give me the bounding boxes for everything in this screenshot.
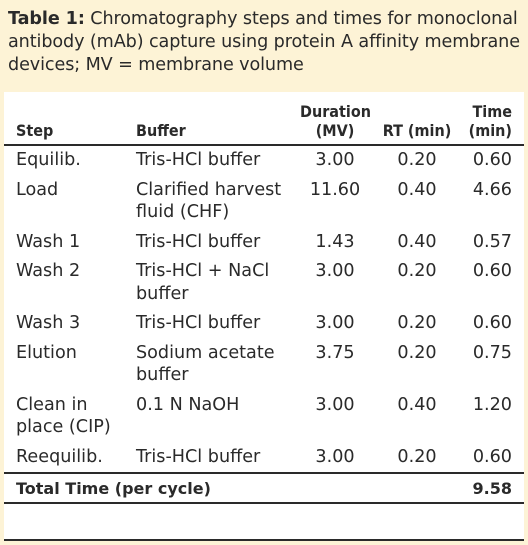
cell-step: Clean in place (CIP) bbox=[16, 394, 111, 438]
cell-rt: 0.40 bbox=[397, 231, 437, 252]
cell-rt: 0.40 bbox=[397, 394, 437, 415]
header-rt: RT (min) bbox=[374, 92, 456, 146]
table-row: Clean in place (CIP) 0.1 N NaOH 3.00 0.40 1.… bbox=[4, 391, 524, 443]
cell-time: 0.75 bbox=[472, 342, 512, 363]
cell-buffer: Tris-HCl buffer bbox=[136, 150, 261, 170]
total-label: Total Time (per cycle) bbox=[4, 472, 456, 504]
header-time: Time (min) bbox=[456, 92, 524, 146]
table-row: Wash 2 Tris-HCl + NaCl buffer 3.00 0.20 0.60 bbox=[4, 257, 524, 309]
cell-duration: 3.00 bbox=[315, 261, 355, 281]
table-row: Wash 1 Tris-HCl buffer 1.43 0.40 0.57 bbox=[4, 228, 524, 258]
cell-rt: 0.20 bbox=[397, 150, 437, 170]
cell-time: 0.60 bbox=[472, 150, 512, 170]
cell-time: 0.57 bbox=[472, 231, 512, 252]
cell-step: Reequilib. bbox=[16, 446, 103, 467]
cell-buffer: Tris-HCl buffer bbox=[136, 231, 261, 252]
cell-duration: 3.75 bbox=[315, 342, 355, 363]
cell-duration: 11.60 bbox=[309, 179, 361, 200]
cell-rt: 0.20 bbox=[397, 261, 437, 281]
cell-duration: 3.00 bbox=[315, 446, 355, 467]
table-body: Equilib. Tris-HCl buffer 3.00 0.20 0.60 Load C… bbox=[4, 145, 524, 473]
cell-buffer: Tris-HCl buffer bbox=[136, 446, 261, 467]
cell-step: Wash 3 bbox=[16, 313, 81, 333]
cell-step: Load bbox=[16, 179, 59, 200]
cell-rt: 0.20 bbox=[397, 342, 437, 363]
cell-duration: 1.43 bbox=[315, 231, 355, 252]
caption-label: Table 1: bbox=[8, 9, 85, 29]
cell-time: 0.60 bbox=[472, 313, 512, 333]
cell-buffer: Sodium acetate buffer bbox=[136, 342, 275, 386]
cell-step: Wash 2 bbox=[16, 261, 81, 281]
table-row: Load Clarified harvest fluid (CHF) 11.60 0.… bbox=[4, 176, 524, 228]
caption-text: Chromatography steps and times for monoc… bbox=[8, 9, 520, 75]
cell-duration: 3.00 bbox=[315, 313, 355, 333]
total-value: 9.58 bbox=[456, 472, 524, 504]
table-caption: Table 1: Chromatography steps and times … bbox=[8, 8, 520, 77]
cell-time: 4.66 bbox=[472, 179, 512, 200]
table-container: Step Buffer Duration (MV) RT (min) Time … bbox=[4, 92, 524, 539]
cell-duration: 3.00 bbox=[315, 150, 355, 170]
cell-rt: 0.20 bbox=[397, 446, 437, 467]
cell-time: 0.60 bbox=[472, 261, 512, 281]
table-row: Reequilib. Tris-HCl buffer 3.00 0.20 0.60 bbox=[4, 443, 524, 474]
cell-buffer: 0.1 N NaOH bbox=[136, 394, 240, 415]
cell-buffer: Clarified harvest fluid (CHF) bbox=[136, 179, 282, 223]
header-buffer: Buffer bbox=[128, 92, 292, 146]
table-row: Elution Sodium acetate buffer 3.75 0.20 0.75 bbox=[4, 339, 524, 391]
table-panel: Table 1: Chromatography steps and times … bbox=[4, 4, 524, 541]
header-step: Step bbox=[4, 92, 128, 146]
total-row: Total Time (per cycle) 9.58 bbox=[4, 472, 524, 504]
header-duration: Duration (MV) bbox=[292, 92, 374, 146]
cell-buffer: Tris-HCl buffer bbox=[136, 313, 261, 333]
cell-rt: 0.40 bbox=[397, 179, 437, 200]
chromatography-table: Step Buffer Duration (MV) RT (min) Time … bbox=[4, 92, 524, 504]
table-row: Equilib. Tris-HCl buffer 3.00 0.20 0.60 bbox=[4, 145, 524, 176]
cell-duration: 3.00 bbox=[315, 394, 355, 415]
cell-step: Equilib. bbox=[16, 150, 81, 170]
table-row: Wash 3 Tris-HCl buffer 3.00 0.20 0.60 bbox=[4, 309, 524, 339]
cell-time: 0.60 bbox=[472, 446, 512, 467]
cell-rt: 0.20 bbox=[397, 313, 437, 333]
cell-step: Wash 1 bbox=[16, 231, 81, 252]
cell-step: Elution bbox=[16, 342, 77, 363]
cell-buffer: Tris-HCl + NaCl buffer bbox=[136, 261, 270, 304]
cell-time: 1.20 bbox=[472, 394, 512, 415]
header-row: Step Buffer Duration (MV) RT (min) Time … bbox=[4, 92, 524, 146]
